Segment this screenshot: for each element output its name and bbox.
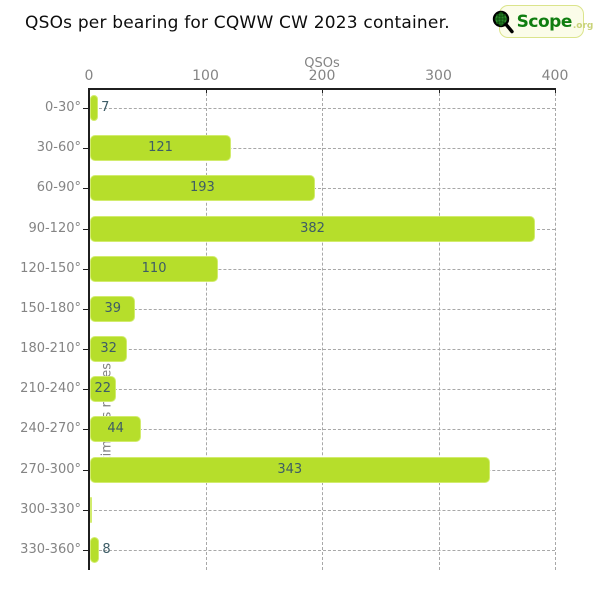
bar-0-30° [90,95,99,122]
x-gridline-200 [322,88,323,570]
bar-value-label: 39 [104,300,121,316]
y-tick-mark [83,549,89,551]
x-tick-mark-0 [89,88,90,93]
x-tick-label-0: 0 [84,68,94,84]
bar-value-label: 343 [277,461,303,477]
y-tick-label: 300-330° [20,501,81,517]
bar-240-270° [90,416,142,443]
x-tick-mark-300 [438,88,440,93]
row-gridline [89,108,555,110]
y-tick-mark [83,509,89,511]
magnifier-globe-icon [490,9,516,35]
y-tick-label: 210-240° [20,381,81,397]
x-gridline-400 [555,88,556,570]
bar-value-label: 382 [300,220,325,236]
y-tick-label: 270-300° [20,461,81,477]
y-tick-mark [83,108,89,110]
logo-text: Scope [516,11,573,32]
x-axis-title: QSOs [304,56,340,71]
x-tick-label-200: 200 [308,68,336,84]
row-gridline [89,349,555,351]
y-tick-mark [83,429,89,431]
x-tick-mark-100 [205,88,207,93]
bar-210-240° [90,376,116,403]
bar-value-label: 32 [100,341,117,357]
bar-300-330° [90,496,92,523]
y-tick-label: 240-270° [20,421,81,437]
bar-30-60° [90,135,231,162]
x-tick-label-400: 400 [541,68,569,84]
bar-90-120° [90,215,536,242]
bar-value-label: 121 [148,140,173,156]
row-gridline [89,549,555,551]
bar-270-300° [90,456,490,483]
y-tick-label: 60-90° [36,180,81,196]
bar-150-180° [90,295,136,322]
bar-value-label: 22 [94,381,112,397]
y-tick-label: 150-180° [20,300,81,316]
y-tick-label: 0-30° [44,100,81,116]
row-gridline [89,509,555,511]
y-tick-mark [83,308,89,310]
x-gridline-300 [438,88,440,570]
bar-value-label: 110 [141,260,167,276]
x-tick-label-100: 100 [192,68,219,84]
y-tick-label: 180-210° [20,341,81,357]
row-gridline [89,268,555,270]
bar-60-90° [90,175,315,202]
qscope-logo: Scope .org [492,5,593,38]
x-tick-mark-200 [322,88,323,93]
y-tick-mark [83,268,89,270]
row-gridline [89,389,555,391]
bar-value-label: 8 [102,541,111,557]
y-tick-mark [83,469,89,471]
bar-330-360° [90,536,100,563]
row-gridline [89,148,555,150]
bar-180-210° [90,336,128,363]
plot-area: Azimuths ranges 01002003004000-30°730-60… [20,68,568,570]
x-tick-mark-400 [555,88,556,93]
y-tick-mark [83,148,89,150]
logo-suffix: .org [572,21,594,31]
bar-value-label: 193 [190,180,215,196]
bar-120-150° [90,255,219,282]
chart-title: QSOs per bearing for CQWW CW 2023 contai… [25,13,450,33]
row-gridline [89,308,555,310]
bar-value-label: 7 [101,100,110,116]
row-gridline [89,429,555,431]
y-axis-line [88,88,90,570]
y-tick-mark [83,228,89,230]
bar-value-label: 44 [107,421,124,437]
y-tick-label: 330-360° [20,541,81,557]
y-tick-label: 90-120° [28,220,81,236]
y-tick-mark [83,188,89,190]
y-tick-mark [83,389,89,391]
y-tick-label: 120-150° [20,260,81,276]
x-tick-label-300: 300 [425,68,452,84]
x-gridline-100 [205,88,207,570]
y-tick-mark [83,349,89,351]
y-tick-label: 30-60° [36,140,81,156]
row-gridline [89,188,555,190]
